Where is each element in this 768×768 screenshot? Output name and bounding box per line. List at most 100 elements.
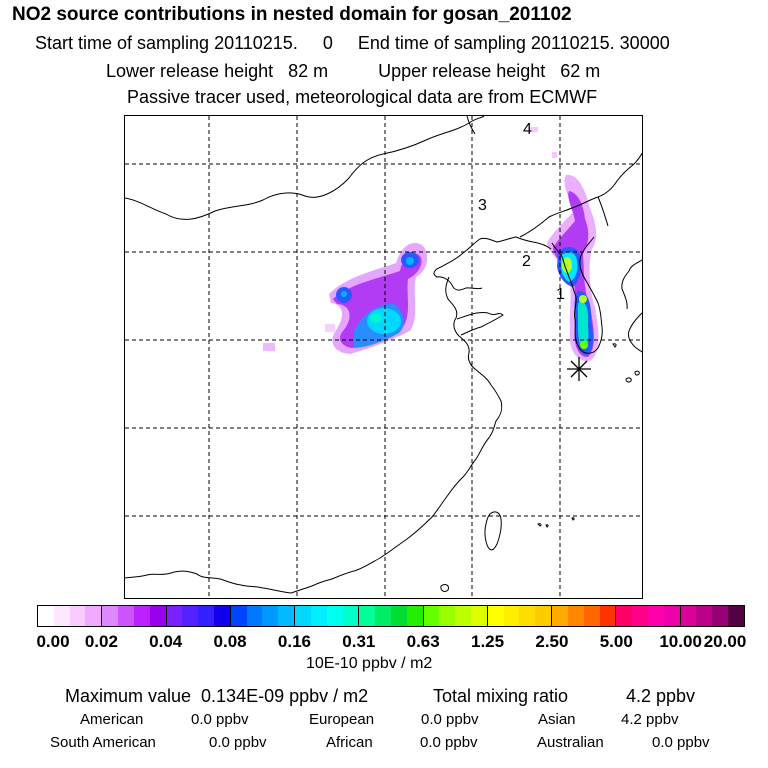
region-label-2: 2 xyxy=(522,253,531,270)
coastlines xyxy=(125,116,642,594)
region-value: 0.0 ppbv xyxy=(652,734,710,751)
colorbar-swatch xyxy=(712,606,729,626)
colorbar-tick-label: 0.00 xyxy=(36,632,70,651)
colorbar-swatch xyxy=(632,606,649,626)
colorbar-swatch xyxy=(198,606,214,626)
plume-spot xyxy=(325,324,335,332)
colorbar-tick-label: 1.25 xyxy=(470,632,505,651)
colorbar-swatch xyxy=(262,606,279,626)
region-value: 4.2 ppbv xyxy=(621,711,679,728)
colorbar-swatch xyxy=(359,606,376,626)
colorbar-segment xyxy=(38,606,103,626)
region-name: Australian xyxy=(537,734,604,751)
colorbar-swatch xyxy=(102,606,119,626)
colorbar-segment xyxy=(616,606,681,626)
colorbar-tick-label: 5.00 xyxy=(599,632,633,651)
colorbar-segment xyxy=(423,606,488,626)
colorbar-swatch xyxy=(278,606,295,626)
total-mixing-label: Total mixing ratio xyxy=(433,686,569,706)
taiwan-coast xyxy=(484,511,502,551)
coast-line xyxy=(621,259,642,310)
coast-line xyxy=(125,570,292,594)
colorbar-swatch xyxy=(326,606,343,626)
colorbar-swatch xyxy=(583,606,600,626)
colorbar-swatch xyxy=(503,606,520,626)
island xyxy=(571,517,575,521)
colorbar-tick-label: 0.16 xyxy=(277,632,311,651)
colorbar-swatch xyxy=(423,606,440,626)
colorbar-swatch xyxy=(118,606,134,626)
colorbar-swatch xyxy=(375,606,391,626)
lat-lon-grid xyxy=(125,116,642,598)
plume-core xyxy=(579,295,587,303)
colorbar-swatch xyxy=(552,606,568,626)
plume-core xyxy=(577,301,589,349)
coast-line xyxy=(456,312,504,336)
colorbar-segment xyxy=(295,606,360,626)
colorbar-swatch xyxy=(182,606,199,626)
colorbar-segment xyxy=(102,606,167,626)
release-height-line: Lower release height 82 m Upper release … xyxy=(106,61,601,81)
colorbar-segment xyxy=(552,606,617,626)
region-value: 0.0 ppbv xyxy=(209,734,267,751)
colorbar-swatch xyxy=(310,606,327,626)
plume-core xyxy=(341,291,347,297)
asterisk-icon xyxy=(567,357,591,381)
colorbar-swatch xyxy=(38,606,54,626)
coast-line xyxy=(628,312,642,353)
colorbar-swatch xyxy=(567,606,584,626)
coast-line xyxy=(551,236,603,354)
island xyxy=(612,343,617,348)
island xyxy=(625,377,632,383)
plume-core xyxy=(580,341,588,349)
plume-spot xyxy=(530,127,538,132)
sampling-time-line: Start time of sampling 20110215. 0 End t… xyxy=(35,33,670,53)
island xyxy=(634,370,640,376)
colorbar-tick-label: 0.08 xyxy=(213,632,247,651)
colorbar-swatch xyxy=(519,606,536,626)
colorbar-swatch xyxy=(648,606,664,626)
island xyxy=(440,584,449,592)
colorbar-tick-label: 2.50 xyxy=(535,632,569,651)
concentration-field xyxy=(263,127,599,362)
region-label-4: 4 xyxy=(523,121,532,138)
colorbar-swatch xyxy=(696,606,713,626)
plume-core xyxy=(562,257,572,273)
colorbar-swatch xyxy=(53,606,70,626)
colorbar-swatch xyxy=(455,606,472,626)
colorbar-swatch xyxy=(535,606,552,626)
colorbar-swatch xyxy=(616,606,633,626)
border-line xyxy=(597,196,609,227)
colorbar-swatch xyxy=(342,606,359,626)
colorbar-tick-label: 0.31 xyxy=(342,632,376,651)
colorbar-segment xyxy=(166,606,231,626)
colorbar-swatch xyxy=(149,606,166,626)
colorbar-segment xyxy=(680,606,744,626)
colorbar-segment xyxy=(230,606,296,626)
colorbar-segment xyxy=(359,606,424,626)
region-label-3: 3 xyxy=(478,197,487,214)
coast-line xyxy=(433,236,552,291)
region-value: 0.0 ppbv xyxy=(421,711,479,728)
colorbar-swatch xyxy=(230,606,247,626)
max-value-text: Maximum value 0.134E-09 ppbv / m2 xyxy=(65,686,369,706)
plume-spot xyxy=(552,152,557,158)
plume-spot xyxy=(263,343,275,351)
colorbar-tick-label: 0.02 xyxy=(84,632,118,651)
colorbar-swatch xyxy=(680,606,697,626)
colorbar-swatch xyxy=(85,606,102,626)
plume-core xyxy=(406,257,414,265)
map-title: NO2 source contributions in nested domai… xyxy=(12,4,572,25)
colorbar-tick-label: 0.63 xyxy=(406,632,440,651)
colorbar-swatch xyxy=(69,606,86,626)
colorbar-tick-label: 0.04 xyxy=(149,632,183,651)
map-panel: 1 2 3 4 xyxy=(124,115,643,599)
region-value: 0.0 ppbv xyxy=(420,734,478,751)
colorbar-swatch xyxy=(295,606,311,626)
region-name: European xyxy=(309,711,375,728)
colorbar-swatch xyxy=(728,606,744,626)
region-value: 0.0 ppbv xyxy=(191,711,249,728)
colorbar-segment xyxy=(487,606,553,626)
region-name: Asian xyxy=(538,711,576,728)
island xyxy=(545,524,549,528)
